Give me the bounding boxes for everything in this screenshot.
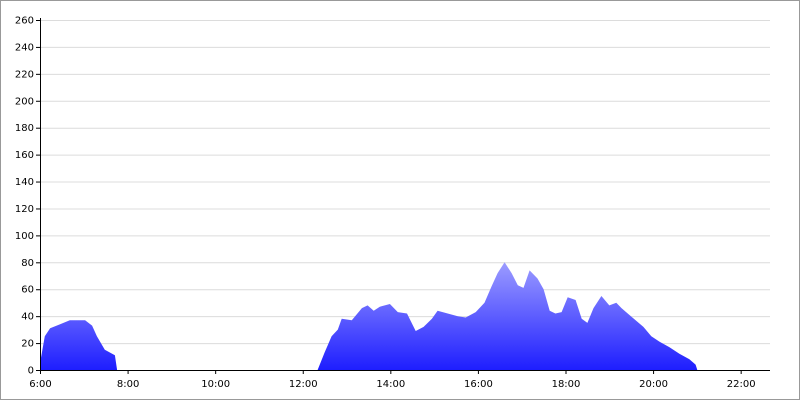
axes: 0 20 40 60 80 100 120 140 160 180 200 220 240 260 6:00…	[15, 16, 770, 390]
y-tick-label: 140	[15, 177, 34, 188]
x-tick-label: 16:00	[464, 379, 493, 390]
y-tick-label: 240	[15, 42, 34, 53]
y-tick-label: 80	[21, 258, 34, 269]
x-tick-label: 6:00	[29, 379, 51, 390]
y-tick-label: 40	[21, 312, 34, 323]
plot	[40, 262, 698, 370]
y-tick-label: 120	[15, 204, 34, 215]
y-tick-label: 260	[15, 16, 34, 27]
y-tick-label: 200	[15, 96, 34, 107]
area	[40, 262, 698, 370]
y-tick-label: 160	[15, 150, 34, 161]
x-tick-label: 8:00	[117, 379, 139, 390]
x-tick-label: 18:00	[552, 379, 581, 390]
x-tick-label: 22:00	[727, 379, 756, 390]
x-tick-label: 14:00	[376, 379, 405, 390]
x-tick-label: 20:00	[639, 379, 668, 390]
y-tick-label: 20	[21, 339, 34, 350]
y-tick-label: 220	[15, 69, 34, 80]
x-tick-label: 12:00	[289, 379, 318, 390]
y-tick-label: 180	[15, 123, 34, 134]
y-tick-label: 0	[28, 366, 34, 377]
x-tick-label: 10:00	[201, 379, 230, 390]
y-tick-label: 60	[21, 285, 34, 296]
y-tick-label: 100	[15, 231, 34, 242]
